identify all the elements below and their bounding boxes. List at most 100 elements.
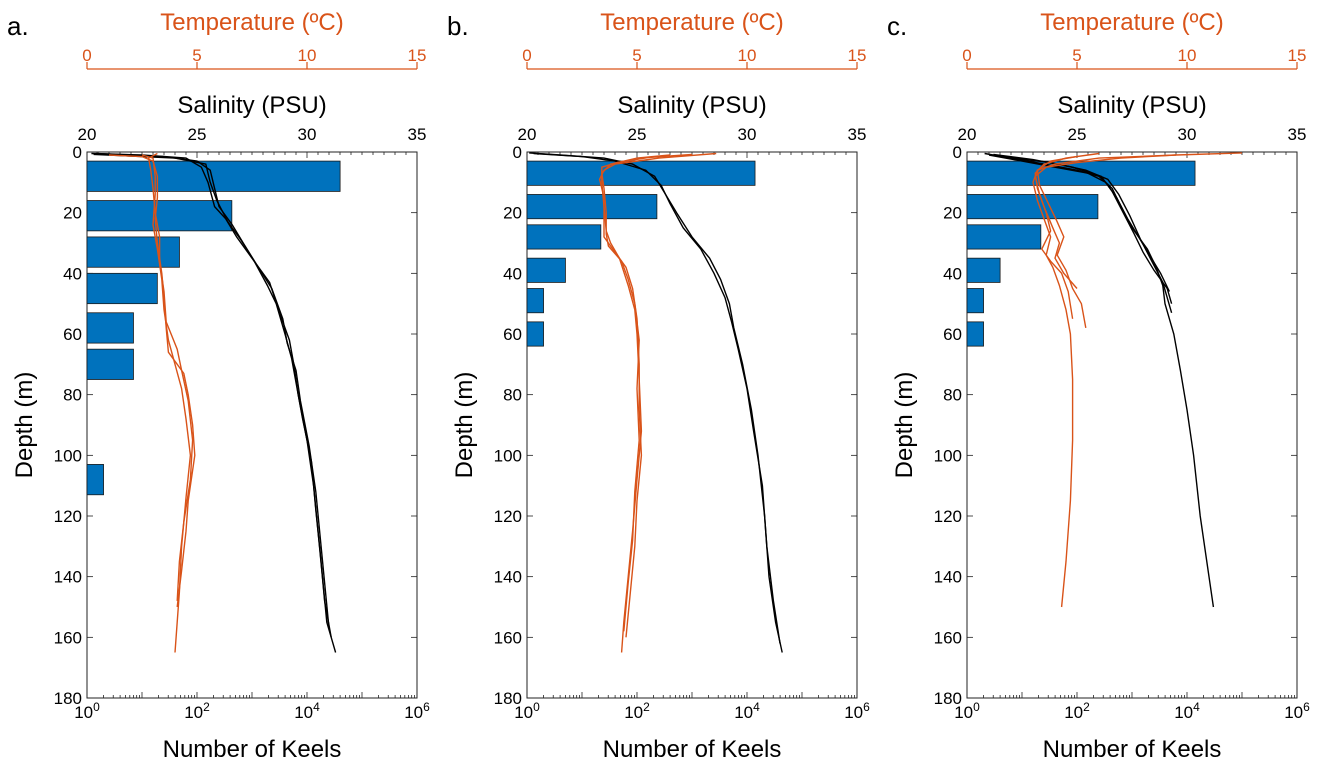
keels-tick-label: 104 bbox=[294, 700, 320, 722]
panel-label: b. bbox=[447, 11, 469, 41]
keels-tick-label: 106 bbox=[1284, 700, 1310, 722]
temperature-profile-line bbox=[601, 154, 671, 632]
depth-tick-label: 120 bbox=[934, 507, 962, 526]
temperature-tick-label: 10 bbox=[1178, 46, 1197, 65]
temperature-tick-label: 5 bbox=[192, 46, 201, 65]
depth-tick-label: 60 bbox=[503, 325, 522, 344]
temperature-tick-label: 5 bbox=[1072, 46, 1081, 65]
panel-1: a. 0 5 10 15 Temperature (ºC) Salinity (PSU) 20… bbox=[7, 9, 430, 763]
keels-axis-title: Number of Keels bbox=[1043, 736, 1222, 763]
depth-tick-label: 100 bbox=[934, 446, 962, 465]
depth-tick-label: 180 bbox=[934, 689, 962, 708]
depth-axis-title: Depth (m) bbox=[451, 372, 478, 479]
depth-tick-label: 0 bbox=[513, 143, 522, 162]
salinity-tick-label: 30 bbox=[738, 125, 757, 144]
temperature-tick-label: 15 bbox=[848, 46, 867, 65]
salinity-profile-line bbox=[984, 152, 1215, 608]
salinity-tick-label: 35 bbox=[848, 125, 867, 144]
salinity-tick-label: 25 bbox=[188, 125, 207, 144]
keel-bar bbox=[966, 194, 1099, 220]
temperature-tick-label: 15 bbox=[408, 46, 427, 65]
depth-tick-label: 140 bbox=[54, 568, 82, 587]
depth-tick-label: 20 bbox=[943, 204, 962, 223]
temperature-profile-line bbox=[598, 152, 717, 638]
keels-tick-label: 102 bbox=[624, 700, 650, 722]
panel-3: c. 0 5 10 15 Temperature (ºC) Salinity (PSU) 20… bbox=[887, 9, 1310, 763]
panel-label: c. bbox=[887, 11, 907, 41]
keel-bar bbox=[966, 160, 1196, 186]
temperature-profile-line bbox=[141, 154, 192, 653]
temperature-profile-line bbox=[1032, 152, 1243, 608]
keels-tick-label: 100 bbox=[74, 700, 100, 722]
salinity-tick-label: 30 bbox=[1178, 125, 1197, 144]
salinity-tick-label: 20 bbox=[78, 125, 97, 144]
salinity-profile-line bbox=[999, 155, 1173, 313]
temperature-profile-line bbox=[601, 153, 693, 653]
keel-bar bbox=[966, 257, 1001, 283]
panel-2: b. 0 5 10 15 Temperature (ºC) Salinity (PSU) 20… bbox=[447, 9, 870, 763]
keel-bar bbox=[86, 236, 180, 268]
keel-bar bbox=[86, 464, 104, 496]
keels-tick-label: 104 bbox=[1174, 700, 1200, 722]
salinity-tick-label: 35 bbox=[1288, 125, 1307, 144]
depth-tick-label: 80 bbox=[943, 386, 962, 405]
salinity-axis-title: Salinity (PSU) bbox=[1057, 92, 1206, 119]
salinity-profile-line bbox=[93, 153, 332, 638]
depth-tick-label: 60 bbox=[63, 325, 82, 344]
temperature-tick-label: 5 bbox=[632, 46, 641, 65]
depth-tick-label: 180 bbox=[54, 689, 82, 708]
temperature-axis-title: Temperature (ºC) bbox=[160, 9, 343, 36]
temperature-tick-label: 0 bbox=[82, 46, 91, 65]
keel-bar bbox=[526, 194, 658, 220]
depth-tick-label: 120 bbox=[54, 507, 82, 526]
keels-tick-label: 106 bbox=[844, 700, 870, 722]
depth-tick-label: 180 bbox=[494, 689, 522, 708]
temperature-axis-title: Temperature (ºC) bbox=[1040, 9, 1223, 36]
keel-bar bbox=[526, 224, 602, 250]
depth-tick-label: 40 bbox=[503, 264, 522, 283]
depth-tick-label: 100 bbox=[494, 446, 522, 465]
keels-tick-label: 102 bbox=[1064, 700, 1090, 722]
temperature-tick-label: 10 bbox=[738, 46, 757, 65]
temperature-axis-title: Temperature (ºC) bbox=[600, 9, 783, 36]
keels-tick-label: 100 bbox=[954, 700, 980, 722]
salinity-axis-title: Salinity (PSU) bbox=[177, 92, 326, 119]
depth-tick-label: 160 bbox=[934, 628, 962, 647]
depth-tick-label: 160 bbox=[494, 628, 522, 647]
keel-bar bbox=[526, 257, 566, 283]
depth-tick-label: 60 bbox=[943, 325, 962, 344]
depth-tick-label: 120 bbox=[494, 507, 522, 526]
temperature-tick-label: 15 bbox=[1288, 46, 1307, 65]
salinity-tick-label: 25 bbox=[1068, 125, 1087, 144]
keel-bar bbox=[86, 272, 158, 305]
keel-bar bbox=[966, 288, 984, 314]
depth-tick-label: 100 bbox=[54, 446, 82, 465]
plot-frame bbox=[86, 151, 418, 699]
keel-bar bbox=[86, 312, 134, 344]
salinity-profile-line bbox=[95, 152, 330, 629]
salinity-tick-label: 35 bbox=[408, 125, 427, 144]
temperature-profile-line bbox=[1034, 152, 1100, 289]
depth-tick-label: 80 bbox=[503, 386, 522, 405]
keel-bar bbox=[966, 224, 1042, 250]
temperature-profile-line bbox=[1036, 155, 1087, 329]
keel-bar bbox=[86, 200, 233, 232]
salinity-tick-label: 20 bbox=[958, 125, 977, 144]
keels-axis-title: Number of Keels bbox=[603, 736, 782, 763]
depth-tick-label: 20 bbox=[63, 204, 82, 223]
depth-tick-label: 160 bbox=[54, 628, 82, 647]
depth-tick-label: 40 bbox=[943, 264, 962, 283]
keels-tick-label: 100 bbox=[514, 700, 540, 722]
salinity-tick-label: 25 bbox=[628, 125, 647, 144]
keels-tick-label: 104 bbox=[734, 700, 760, 722]
keels-axis-title: Number of Keels bbox=[163, 736, 342, 763]
depth-tick-label: 20 bbox=[503, 204, 522, 223]
panel-label: a. bbox=[7, 11, 29, 41]
depth-tick-label: 0 bbox=[73, 143, 82, 162]
temperature-tick-label: 0 bbox=[962, 46, 971, 65]
depth-tick-label: 0 bbox=[953, 143, 962, 162]
salinity-axis-title: Salinity (PSU) bbox=[617, 92, 766, 119]
keels-tick-label: 102 bbox=[184, 700, 210, 722]
keel-bar bbox=[526, 321, 544, 347]
